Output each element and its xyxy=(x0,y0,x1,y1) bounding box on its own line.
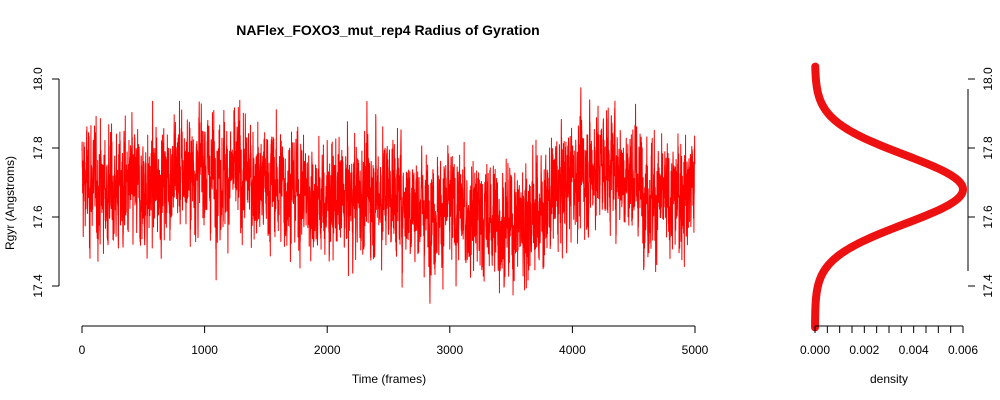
density-y-axis-ticks: 17.4 17.6 17.8 18.0 xyxy=(968,67,995,298)
density-x-axis-ticks: 0.000 0.002 0.004 0.006 xyxy=(800,326,978,357)
y-tick-label: 18.0 xyxy=(31,67,45,91)
x-tick-label: 1000 xyxy=(191,343,218,357)
x-tick-label: 5000 xyxy=(682,343,709,357)
density-y-tick-label: 17.8 xyxy=(981,136,995,160)
x-axis-ticks: 0 1000 2000 3000 4000 5000 xyxy=(79,326,709,357)
density-x-tick-label: 0.004 xyxy=(899,343,929,357)
x-axis-title: Time (frames) xyxy=(352,372,426,386)
x-tick-label: 3000 xyxy=(436,343,463,357)
density-y-tick-label: 18.0 xyxy=(981,67,995,91)
x-tick-label: 0 xyxy=(79,343,86,357)
y-tick-label: 17.6 xyxy=(31,205,45,229)
rgyr-line xyxy=(81,87,696,304)
y-axis-title: Rgyr (Angstroms) xyxy=(3,156,17,250)
density-series-group xyxy=(811,62,967,332)
y-tick-label: 17.8 xyxy=(31,136,45,160)
density-x-tick-label: 0.000 xyxy=(800,343,830,357)
density-x-tick-label: 0.006 xyxy=(948,343,978,357)
y-tick-label: 17.4 xyxy=(31,274,45,298)
density-curve xyxy=(811,62,967,332)
density-x-tick-label: 0.002 xyxy=(849,343,879,357)
timeseries-panel: 0 1000 2000 3000 4000 5000 17.4 17.6 17.8 18.0 T… xyxy=(3,67,709,386)
density-panel: 0.000 0.002 0.004 0.006 17.4 17.6 17.8 18.0 de… xyxy=(800,62,995,386)
density-y-tick-label: 17.4 xyxy=(981,274,995,298)
chart-title: NAFlex_FOXO3_mut_rep4 Radius of Gyration xyxy=(236,22,539,38)
x-tick-label: 4000 xyxy=(559,343,586,357)
rgyr-series-group xyxy=(81,87,696,304)
y-axis-ticks: 17.4 17.6 17.8 18.0 xyxy=(31,67,59,298)
x-tick-label: 2000 xyxy=(314,343,341,357)
density-x-axis-title: density xyxy=(870,372,908,386)
density-y-tick-label: 17.6 xyxy=(981,205,995,229)
